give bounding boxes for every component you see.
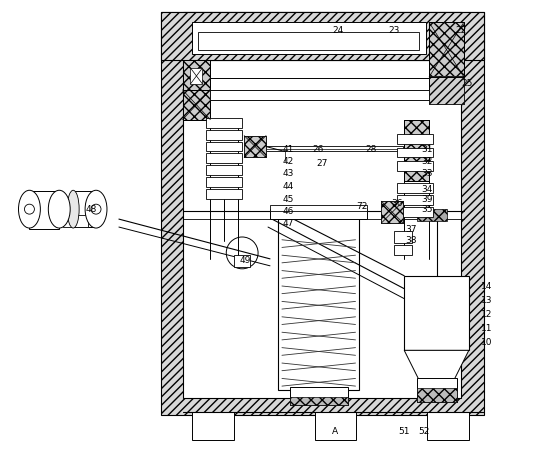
Bar xyxy=(397,207,433,217)
Bar xyxy=(210,90,429,100)
Bar xyxy=(394,245,412,255)
Bar xyxy=(183,90,210,120)
Bar xyxy=(207,142,242,152)
Bar xyxy=(210,78,429,90)
Bar xyxy=(404,120,429,181)
Text: 25: 25 xyxy=(461,80,473,89)
Text: 51: 51 xyxy=(398,427,410,436)
Text: 36: 36 xyxy=(391,199,403,208)
Bar xyxy=(397,183,433,193)
Bar xyxy=(207,130,242,139)
Text: 27: 27 xyxy=(316,159,327,168)
Text: 41: 41 xyxy=(282,145,294,154)
Bar xyxy=(315,412,357,440)
Bar xyxy=(382,201,403,223)
Bar xyxy=(207,165,242,175)
Bar xyxy=(198,32,419,50)
Bar xyxy=(394,231,412,243)
Ellipse shape xyxy=(48,190,70,228)
Text: 38: 38 xyxy=(405,236,417,245)
Text: 46: 46 xyxy=(282,207,294,216)
Bar xyxy=(429,22,464,77)
Bar xyxy=(278,216,359,390)
Bar xyxy=(290,387,347,405)
Bar xyxy=(417,209,447,221)
Bar xyxy=(29,191,59,229)
Text: 12: 12 xyxy=(481,310,493,319)
Text: 28: 28 xyxy=(366,145,377,154)
Bar xyxy=(290,397,347,405)
Bar xyxy=(207,118,242,128)
Ellipse shape xyxy=(18,190,40,228)
Bar xyxy=(29,191,59,227)
Text: 37: 37 xyxy=(405,225,417,234)
Text: 39: 39 xyxy=(421,195,433,204)
Bar xyxy=(404,276,469,350)
Bar xyxy=(183,60,210,90)
Bar xyxy=(207,189,242,199)
Bar xyxy=(192,412,234,440)
Bar xyxy=(397,147,433,157)
Text: 32: 32 xyxy=(421,157,433,166)
Ellipse shape xyxy=(85,190,107,228)
Bar xyxy=(397,134,433,144)
Bar xyxy=(244,136,266,157)
Text: 47: 47 xyxy=(282,219,294,227)
Bar xyxy=(270,209,367,219)
Text: 24: 24 xyxy=(332,26,343,35)
Bar xyxy=(244,136,266,157)
Text: 72: 72 xyxy=(356,202,367,211)
Bar xyxy=(190,68,202,84)
Text: 44: 44 xyxy=(282,182,294,191)
Bar xyxy=(160,12,484,415)
Bar xyxy=(192,22,426,54)
Text: 10: 10 xyxy=(481,338,493,347)
Bar xyxy=(266,146,403,152)
Text: 52: 52 xyxy=(418,427,430,436)
Text: 35: 35 xyxy=(421,205,433,214)
Text: A: A xyxy=(332,427,338,436)
Text: 48: 48 xyxy=(86,205,97,214)
Text: 14: 14 xyxy=(481,282,493,291)
Bar xyxy=(160,12,484,60)
Text: 31: 31 xyxy=(421,145,433,154)
Text: 45: 45 xyxy=(282,195,294,204)
Text: 23: 23 xyxy=(389,26,400,35)
Text: 26: 26 xyxy=(312,145,324,154)
Bar xyxy=(183,60,210,90)
Text: 11: 11 xyxy=(481,324,493,333)
Text: 13: 13 xyxy=(481,296,493,305)
Bar xyxy=(397,195,433,205)
Text: 33: 33 xyxy=(421,169,433,178)
Bar xyxy=(427,412,469,440)
Bar xyxy=(429,76,464,104)
Bar xyxy=(183,90,210,120)
Bar xyxy=(63,215,88,227)
Bar xyxy=(207,178,242,187)
Text: 34: 34 xyxy=(421,185,433,194)
Circle shape xyxy=(24,204,34,214)
Bar xyxy=(429,22,464,77)
Text: 43: 43 xyxy=(282,169,294,178)
Ellipse shape xyxy=(67,190,79,228)
Bar xyxy=(382,201,403,223)
Text: 42: 42 xyxy=(282,157,294,166)
Bar xyxy=(417,378,457,402)
Bar xyxy=(429,76,464,104)
Text: 22: 22 xyxy=(455,26,467,35)
Circle shape xyxy=(91,204,101,214)
Bar xyxy=(207,154,242,163)
Bar xyxy=(417,388,457,402)
Bar xyxy=(270,205,367,211)
Text: 49: 49 xyxy=(240,256,251,265)
Bar xyxy=(183,12,461,60)
Bar xyxy=(397,162,433,171)
Bar xyxy=(183,28,461,398)
Bar xyxy=(234,255,250,267)
Bar xyxy=(404,120,429,181)
Polygon shape xyxy=(404,350,469,380)
